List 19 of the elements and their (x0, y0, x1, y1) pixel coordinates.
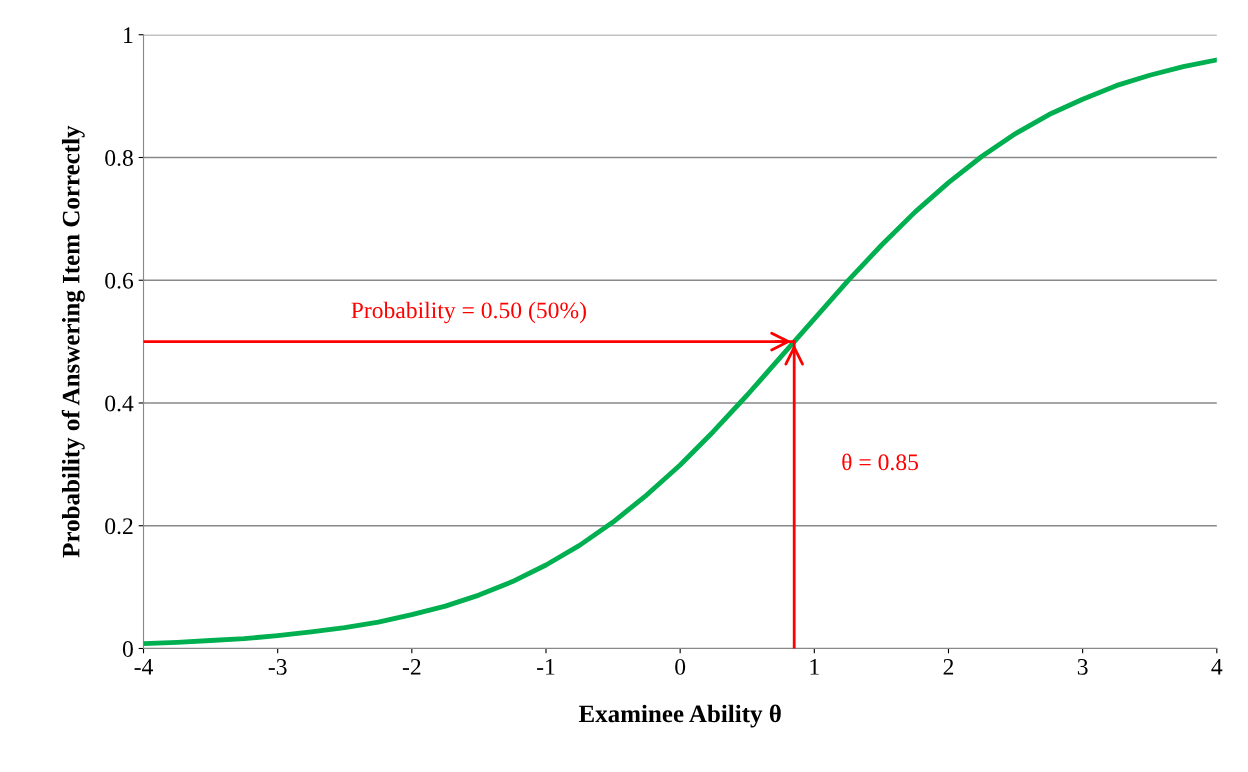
y-tick-label: 0.2 (105, 518, 133, 535)
y-tick-label: 0.4 (105, 395, 134, 412)
ref-line-label: Probability = 0.50 (50%) (351, 301, 586, 324)
x-tick-label: -3 (268, 658, 287, 675)
y-axis-title: Probability of Answering Item Correctly (61, 125, 85, 558)
x-axis-title: Examinee Ability θ (578, 704, 781, 728)
x-tick-label: -2 (402, 658, 421, 675)
x-tick-label: 1 (810, 659, 819, 675)
x-tick-label: -4 (134, 659, 153, 675)
ref-line-label: θ = 0.85 (842, 453, 919, 471)
y-tick-label: 0 (122, 640, 133, 657)
y-tick-label: 0.6 (105, 272, 134, 289)
x-tick-label: 0 (675, 658, 686, 675)
y-tick-label: 1 (124, 27, 133, 43)
x-tick-label: 4 (1211, 659, 1223, 675)
y-tick-label: 0.8 (105, 149, 133, 167)
x-tick-label: -1 (537, 659, 555, 675)
x-tick-label: 2 (943, 658, 954, 675)
x-tick-label: 3 (1077, 658, 1088, 675)
